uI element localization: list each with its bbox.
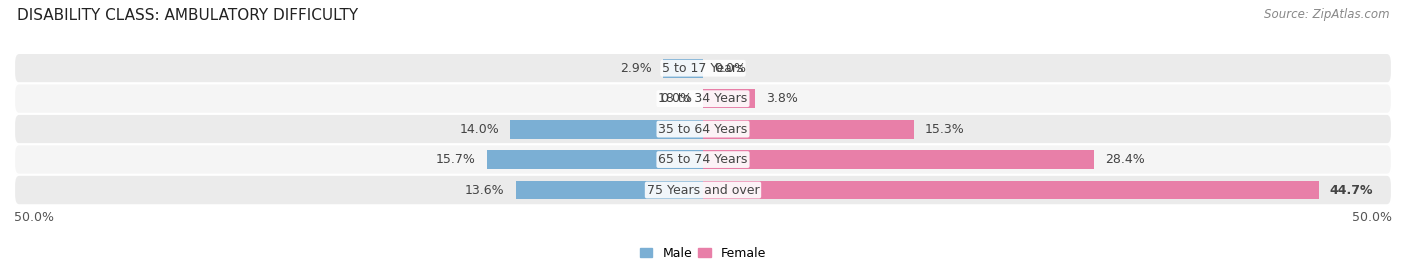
Legend: Male, Female: Male, Female [636,242,770,265]
Text: 50.0%: 50.0% [14,211,53,224]
Bar [703,120,914,139]
Text: 5 to 17 Years: 5 to 17 Years [662,62,744,75]
Text: 0.0%: 0.0% [714,62,747,75]
Text: Source: ZipAtlas.com: Source: ZipAtlas.com [1264,8,1389,21]
FancyBboxPatch shape [14,114,1392,144]
Text: 50.0%: 50.0% [1353,211,1392,224]
Text: 15.3%: 15.3% [925,123,965,136]
Bar [486,150,703,169]
Bar [703,180,1319,200]
Text: 0.0%: 0.0% [659,92,692,105]
Bar [703,150,1094,169]
Text: 15.7%: 15.7% [436,153,475,166]
FancyBboxPatch shape [14,175,1392,205]
Bar [703,89,755,108]
Bar [510,120,703,139]
Text: 2.9%: 2.9% [620,62,652,75]
Text: 18 to 34 Years: 18 to 34 Years [658,92,748,105]
Text: DISABILITY CLASS: AMBULATORY DIFFICULTY: DISABILITY CLASS: AMBULATORY DIFFICULTY [17,8,359,23]
Text: 75 Years and over: 75 Years and over [647,183,759,197]
Text: 13.6%: 13.6% [465,183,505,197]
Text: 65 to 74 Years: 65 to 74 Years [658,153,748,166]
Text: 28.4%: 28.4% [1105,153,1144,166]
Text: 3.8%: 3.8% [766,92,799,105]
FancyBboxPatch shape [14,83,1392,114]
FancyBboxPatch shape [14,144,1392,175]
Bar [664,59,703,78]
FancyBboxPatch shape [14,53,1392,83]
Text: 14.0%: 14.0% [460,123,499,136]
Bar [516,180,703,200]
Text: 44.7%: 44.7% [1330,183,1374,197]
Text: 35 to 64 Years: 35 to 64 Years [658,123,748,136]
